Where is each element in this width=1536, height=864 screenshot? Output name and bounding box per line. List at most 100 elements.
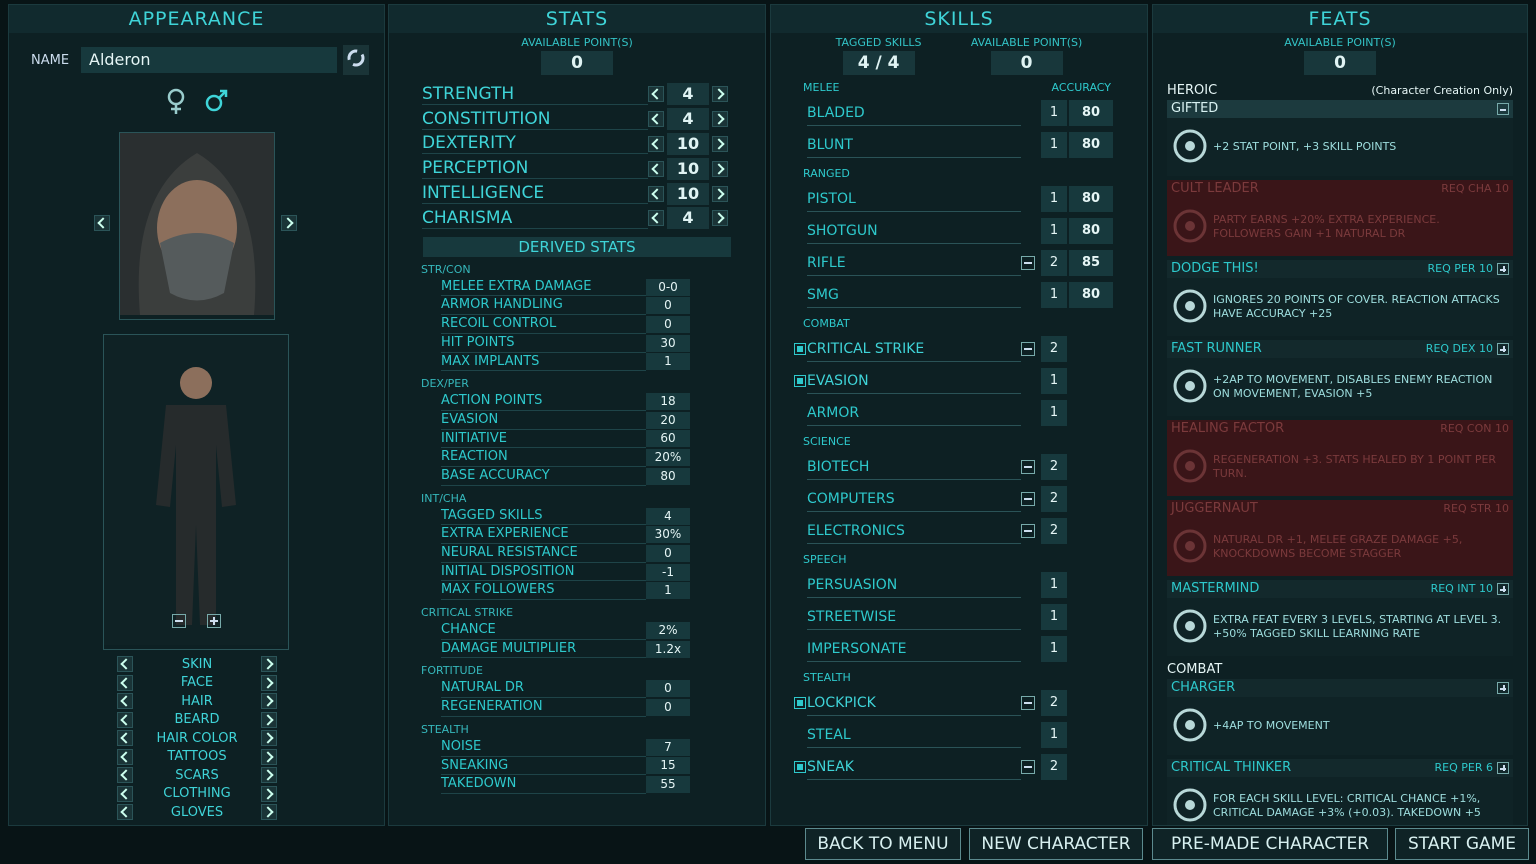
- appearance-panel: APPEARANCE NAME Alderon SKIN FACE HAIR BEARD HA…: [8, 4, 385, 826]
- attribute-increase[interactable]: [712, 185, 728, 202]
- feat-card[interactable]: CULT LEADER REQ CHA 10 PARTY EARNS +20% EX…: [1167, 180, 1513, 260]
- skill-row[interactable]: CRITICAL STRIKE 2: [794, 333, 1147, 365]
- skill-row[interactable]: SNEAK 2: [794, 751, 1147, 783]
- attribute-decrease[interactable]: [648, 160, 664, 177]
- feat-header: CULT LEADER REQ CHA 10: [1167, 180, 1513, 198]
- skill-decrease[interactable]: [1021, 492, 1035, 506]
- skill-row[interactable]: SHOTGUN 1 80: [807, 215, 1147, 247]
- option-prev[interactable]: [117, 711, 133, 728]
- attribute-decrease[interactable]: [648, 185, 664, 202]
- skill-decrease[interactable]: [1021, 760, 1035, 774]
- gender-selector[interactable]: [166, 87, 230, 121]
- feat-card[interactable]: CRITICAL THINKER REQ PER 6 FOR EACH SKILL …: [1167, 759, 1513, 825]
- feat-toggle[interactable]: [1497, 682, 1509, 694]
- skill-row[interactable]: PISTOL 1 80: [807, 183, 1147, 215]
- feat-name: CULT LEADER: [1171, 181, 1259, 196]
- feat-toggle[interactable]: [1497, 762, 1509, 774]
- option-next[interactable]: [261, 656, 277, 673]
- skill-decrease[interactable]: [1021, 524, 1035, 538]
- skill-row[interactable]: ARMOR 1: [807, 397, 1147, 429]
- option-next[interactable]: [260, 767, 277, 784]
- option-next[interactable]: [261, 785, 277, 802]
- attribute-decrease[interactable]: [648, 111, 664, 128]
- feat-card[interactable]: CHARGER +4AP TO MOVEMENT: [1167, 679, 1513, 759]
- attribute-name: DEXTERITY: [422, 133, 648, 155]
- feat-toggle[interactable]: [1497, 343, 1509, 355]
- skill-name: STEAL: [807, 722, 1021, 748]
- feat-card[interactable]: GIFTED +2 STAT POINT, +3 SKILL POINTS: [1167, 100, 1513, 180]
- derived-row: MAX IMPLANTS 1: [441, 353, 765, 372]
- option-next[interactable]: [261, 730, 277, 747]
- derived-group-label: CRITICAL STRIKE: [421, 606, 514, 620]
- option-next[interactable]: [261, 748, 277, 765]
- skill-row[interactable]: LOCKPICK 2: [794, 687, 1147, 719]
- skill-row[interactable]: STREETWISE 1: [807, 601, 1147, 633]
- derived-row: RECOIL CONTROL 0: [441, 315, 765, 334]
- option-prev[interactable]: [117, 767, 133, 784]
- menu-button[interactable]: START GAME: [1395, 828, 1529, 860]
- skill-level: 2: [1041, 454, 1067, 480]
- portrait-prev[interactable]: [94, 215, 110, 231]
- attribute-increase[interactable]: [712, 86, 728, 103]
- option-prev[interactable]: [117, 730, 133, 747]
- skill-row[interactable]: RIFLE 2 85: [807, 247, 1147, 279]
- portrait-next[interactable]: [281, 215, 297, 231]
- zoom-out[interactable]: [172, 614, 186, 628]
- attribute-increase[interactable]: [712, 135, 728, 152]
- feat-card[interactable]: HEALING FACTOR REQ CON 10 REGENERATION +3.…: [1167, 420, 1513, 500]
- skill-group-header: COMBAT: [803, 317, 1111, 333]
- skill-row[interactable]: PERSUASION 1: [807, 569, 1147, 601]
- skill-row[interactable]: COMPUTERS 2: [807, 483, 1147, 515]
- name-input[interactable]: Alderon: [81, 47, 337, 73]
- feat-header: CHARGER: [1167, 679, 1513, 697]
- skill-row[interactable]: IMPERSONATE 1: [807, 633, 1147, 665]
- feat-toggle[interactable]: [1497, 103, 1509, 115]
- feat-card[interactable]: FAST RUNNER REQ DEX 10 +2AP TO MOVEMENT, D…: [1167, 340, 1513, 420]
- skill-decrease[interactable]: [1021, 342, 1035, 356]
- option-next[interactable]: [261, 674, 277, 691]
- skill-row[interactable]: BIOTECH 2: [807, 451, 1147, 483]
- menu-button[interactable]: NEW CHARACTER: [969, 828, 1143, 860]
- skill-name: ARMOR: [807, 400, 1021, 426]
- derived-row: MAX FOLLOWERS 1: [441, 581, 765, 601]
- skill-row[interactable]: BLADED 1 80: [807, 97, 1147, 129]
- option-next[interactable]: [260, 693, 277, 710]
- skill-row[interactable]: SMG 1 80: [807, 279, 1147, 311]
- available-label: AVAILABLE POINT(S): [1284, 36, 1396, 49]
- attribute-increase[interactable]: [712, 160, 728, 177]
- derived-group-label: DEX/PER: [421, 377, 469, 391]
- skill-decrease[interactable]: [1021, 460, 1035, 474]
- feat-card[interactable]: DODGE THIS! REQ PER 10 IGNORES 20 POINTS O…: [1167, 260, 1513, 340]
- skill-level: 1: [1041, 100, 1067, 126]
- attribute-decrease[interactable]: [648, 86, 664, 103]
- menu-button[interactable]: BACK TO MENU: [805, 828, 961, 860]
- option-prev[interactable]: [117, 748, 133, 765]
- skill-decrease[interactable]: [1021, 696, 1035, 710]
- skill-row[interactable]: EVASION 1: [794, 365, 1147, 397]
- stats-panel: STATS AVAILABLE POINT(S) 0 STRENGTH 4 CONSTIT…: [388, 4, 766, 826]
- option-next[interactable]: [260, 711, 277, 728]
- option-prev[interactable]: [117, 693, 133, 710]
- skill-row[interactable]: BLUNT 1 80: [807, 129, 1147, 161]
- attribute-decrease[interactable]: [648, 210, 664, 227]
- option-next[interactable]: [261, 804, 277, 821]
- zoom-in[interactable]: [207, 614, 221, 628]
- attribute-increase[interactable]: [712, 210, 728, 227]
- feat-toggle[interactable]: [1497, 583, 1509, 595]
- menu-button[interactable]: PRE-MADE CHARACTER: [1152, 828, 1388, 860]
- feat-card[interactable]: MASTERMIND REQ INT 10 EXTRA FEAT EVERY 3 L…: [1167, 580, 1513, 660]
- option-prev[interactable]: [117, 804, 133, 821]
- feat-toggle[interactable]: [1497, 263, 1509, 275]
- skill-decrease[interactable]: [1021, 256, 1035, 270]
- skill-row[interactable]: ELECTRONICS 2: [807, 515, 1147, 547]
- option-prev[interactable]: [117, 674, 133, 691]
- randomize-button[interactable]: [343, 45, 369, 75]
- attribute-increase[interactable]: [712, 111, 728, 128]
- option-prev[interactable]: [117, 785, 133, 802]
- skill-row[interactable]: STEAL 1: [807, 719, 1147, 751]
- option-prev[interactable]: [117, 656, 133, 673]
- derived-value: 0: [646, 680, 690, 698]
- feat-requirement: REQ CON 10: [1440, 422, 1509, 435]
- feat-card[interactable]: JUGGERNAUT REQ STR 10 NATURAL DR +1, MELEE…: [1167, 500, 1513, 580]
- attribute-decrease[interactable]: [648, 135, 664, 152]
